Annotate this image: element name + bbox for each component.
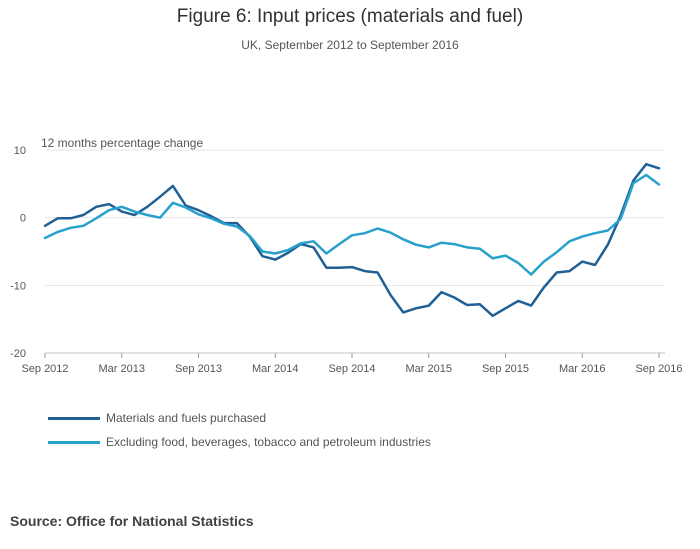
x-tick-label: Mar 2013 (99, 363, 145, 375)
x-tick-label: Mar 2016 (559, 363, 605, 375)
x-tick-label: Sep 2015 (482, 363, 529, 375)
series-line-1 (43, 173, 661, 276)
x-tick-label: Sep 2012 (21, 363, 68, 375)
legend-swatch (48, 416, 100, 420)
x-tick-label: Sep 2016 (635, 363, 682, 375)
y-axis-label: 12 months percentage change (41, 136, 203, 150)
chart-subtitle: UK, September 2012 to September 2016 (241, 38, 459, 52)
source-note: Source: Office for National Statistics (10, 513, 254, 529)
legend-item-excluding: Excluding food, beverages, tobacco and p… (48, 430, 431, 454)
x-tick-label: Sep 2013 (175, 363, 222, 375)
x-axis: Sep 2012 Mar 2013 Sep 2013 Mar 2014 Sep 2014… (21, 353, 683, 375)
y-tick-label: -10 (10, 280, 26, 292)
legend: Materials and fuels purchased Excluding … (48, 406, 431, 454)
x-tick-label: Sep 2014 (328, 363, 375, 375)
series-line-0 (43, 162, 661, 318)
chart-title: Figure 6: Input prices (materials and fu… (176, 6, 524, 27)
legend-swatch (48, 440, 100, 444)
x-tick-label: Mar 2015 (406, 363, 452, 375)
line-chart: 12 months percentage change 10 0 -10 -20 Se… (10, 136, 683, 375)
legend-item-materials: Materials and fuels purchased (48, 406, 431, 430)
series-lines (43, 162, 661, 318)
x-tick-label: Mar 2014 (252, 363, 298, 375)
legend-label: Excluding food, beverages, tobacco and p… (106, 435, 431, 449)
grid: 10 0 -10 -20 (10, 145, 665, 360)
y-tick-label: 10 (14, 145, 26, 157)
y-tick-label: -20 (10, 348, 26, 360)
legend-label: Materials and fuels purchased (106, 411, 267, 425)
y-tick-label: 0 (20, 213, 26, 225)
